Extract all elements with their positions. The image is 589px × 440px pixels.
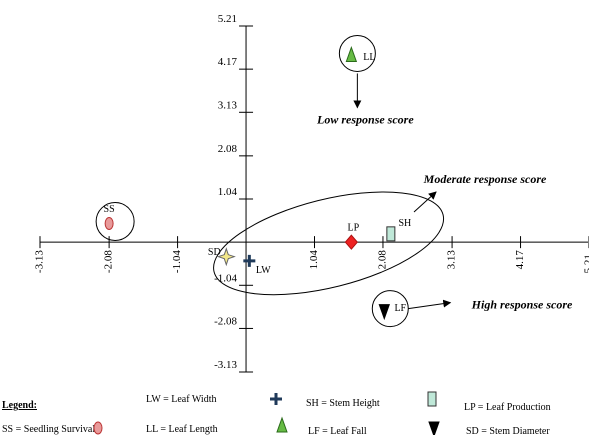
- point-label-ll: LL: [363, 52, 375, 63]
- legend-marker-triangle-up: [276, 416, 288, 433]
- x-tick-label: 1.04: [308, 250, 320, 270]
- y-tick-label: 5.21: [218, 13, 237, 25]
- point-label-sh: SH: [398, 218, 411, 229]
- data-point-sh: [386, 226, 396, 242]
- data-point-lf: [378, 304, 390, 321]
- data-point-ss: [104, 216, 114, 230]
- point-label-lf: LF: [394, 303, 406, 314]
- y-tick-label: -3.13: [214, 359, 237, 371]
- legend-item-label: LF = Leaf Fall: [308, 426, 367, 435]
- annotation-moderate-response: Moderate response score: [423, 172, 547, 186]
- x-tick-label: -1.04: [171, 250, 183, 273]
- legend-marker-triangle-down: [428, 421, 440, 438]
- legend-item-label: SH = Stem Height: [306, 398, 380, 409]
- annotation-low-response: Low response score: [316, 112, 414, 126]
- legend-marker-cross: [270, 393, 282, 405]
- y-tick-label: 4.17: [218, 56, 238, 68]
- legend-marker-rect: [427, 391, 437, 407]
- arrow-high-response: [408, 299, 452, 310]
- x-tick-label: 2.08: [376, 250, 388, 270]
- legend-item-label: LL = Leaf Length: [146, 424, 218, 435]
- data-point-sd: [216, 247, 236, 267]
- group-circle-ss: [95, 201, 135, 241]
- group-ellipse-moderate: [213, 191, 445, 296]
- legend-item-label: SS = Seedling Survival: [2, 424, 95, 435]
- data-point-lw: [243, 254, 256, 267]
- y-tick-label: 1.04: [218, 186, 238, 198]
- x-tick-label: -3.13: [34, 250, 46, 273]
- legend-item-label: LW = Leaf Width: [146, 394, 217, 405]
- legend-item-label: SD = Stem Diameter: [466, 426, 550, 435]
- y-tick-label: 3.13: [218, 99, 238, 111]
- point-label-ss: SS: [104, 204, 115, 215]
- y-tick-label: 2.08: [218, 143, 238, 155]
- annotation-high-response: High response score: [471, 298, 573, 312]
- data-point-lp: [344, 234, 359, 250]
- x-tick-label: -2.08: [103, 250, 115, 273]
- legend-title: Legend:: [2, 400, 37, 411]
- data-point-ll: [345, 45, 358, 62]
- y-tick-label: -2.08: [214, 315, 237, 327]
- legend-item-label: LP = Leaf Production: [464, 402, 551, 413]
- x-tick-label: 5.21: [583, 254, 589, 273]
- point-label-lp: LP: [348, 222, 360, 233]
- point-label-lw: LW: [256, 265, 271, 276]
- x-tick-label: 4.17: [514, 250, 526, 270]
- point-label-sd: SD: [208, 247, 221, 258]
- x-tick-label: 3.13: [446, 250, 458, 270]
- arrow-moderate-response: [413, 191, 437, 213]
- group-circle-ll: [338, 34, 376, 72]
- legend-marker-ellipse: [93, 421, 103, 435]
